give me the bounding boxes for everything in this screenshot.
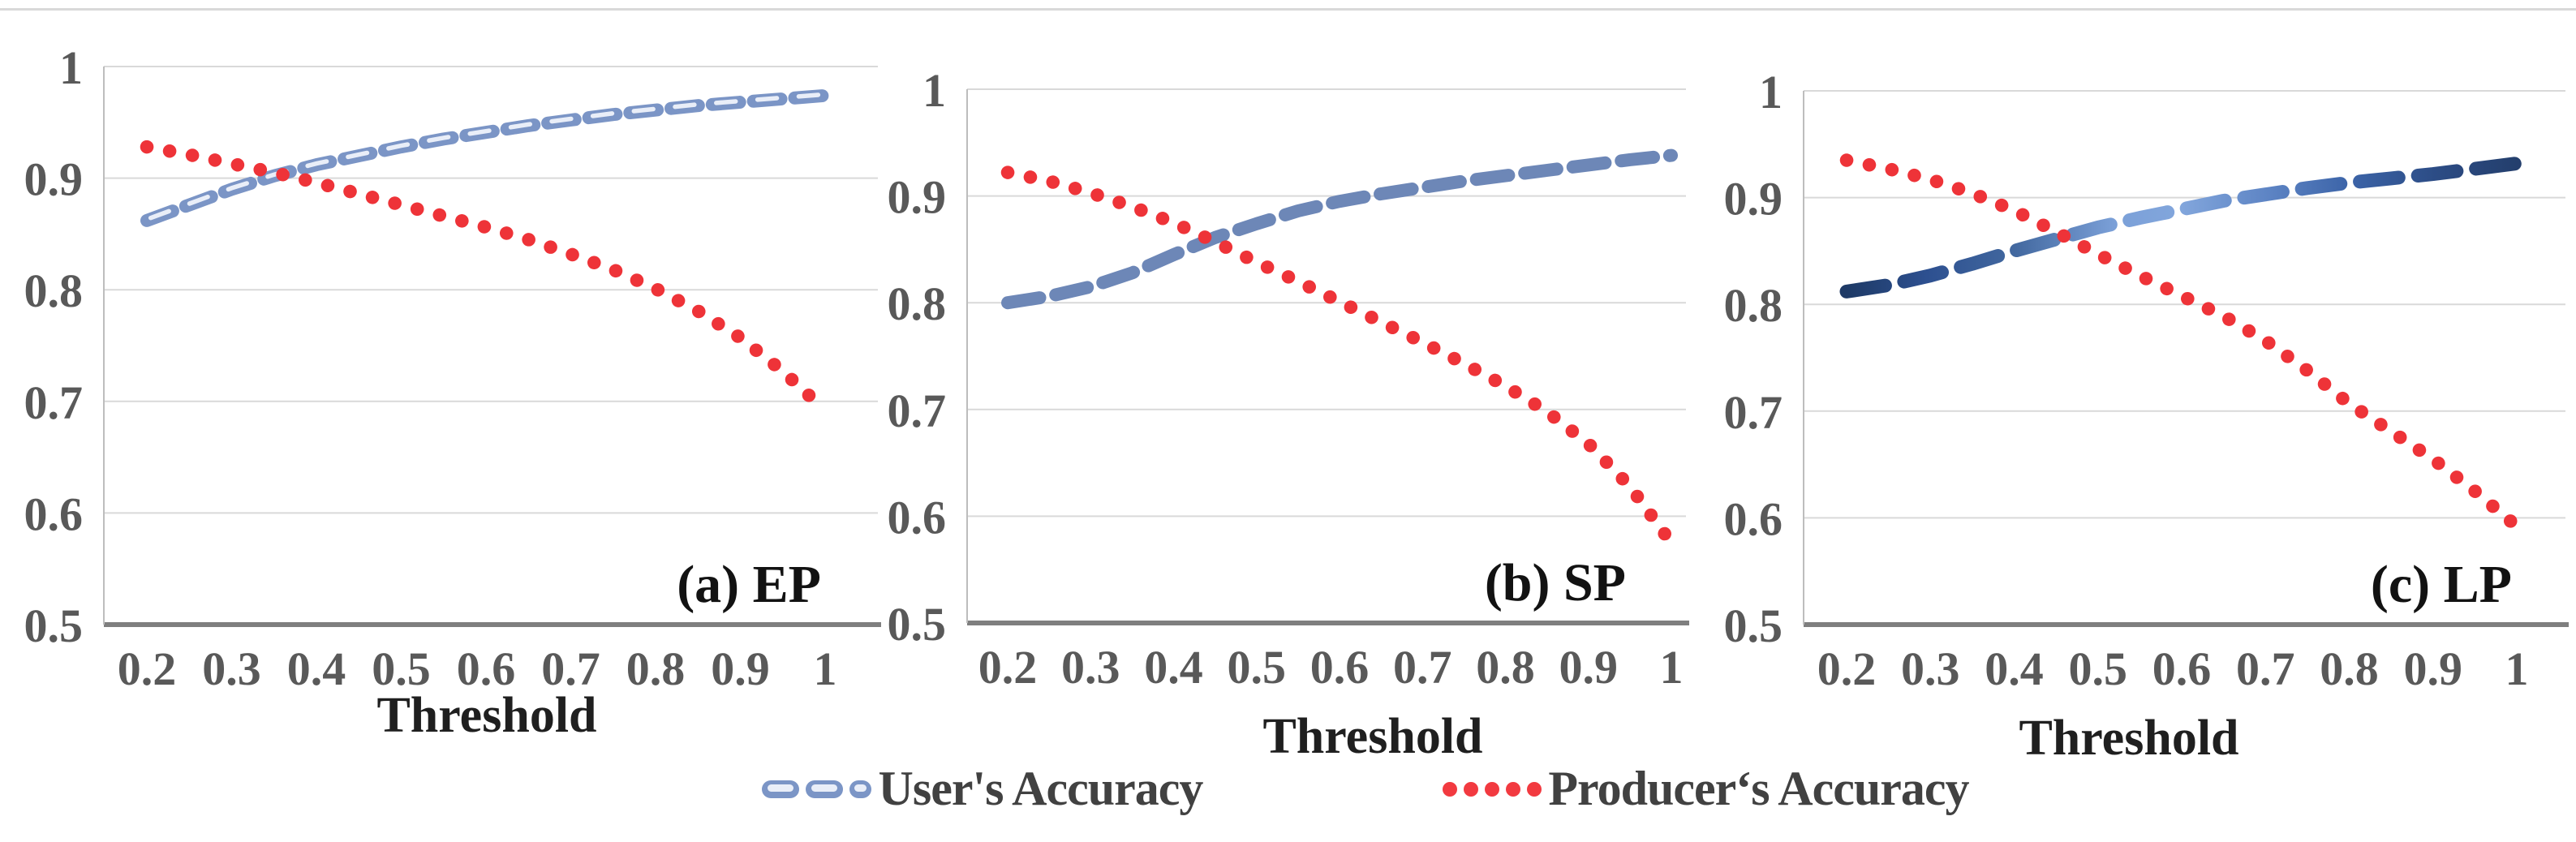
top-separator-line [0, 8, 2576, 11]
x-tick-label: 0.7 [1393, 641, 1452, 694]
x-tick-label: 0.4 [1985, 642, 2044, 695]
x-axis-title: Threshold [1262, 709, 1482, 764]
panel-title: (c) LP [2371, 555, 2512, 614]
x-tick-label: 1 [1660, 641, 1684, 694]
y-tick-label: 0.6 [24, 488, 84, 540]
users-accuracy-dash-icon [761, 780, 871, 798]
legend-item-users-accuracy: User's Accuracy [761, 761, 1204, 817]
users-accuracy-line [1001, 148, 1678, 310]
chart-panel-sp: 1 0.9 0.8 0.7 0.6 0.5 0.2 0.3 0.4 0.5 0.6 0.7 0.8 0.9… [888, 64, 1689, 764]
x-tick-label: 1 [814, 642, 837, 695]
producers-accuracy-line [140, 140, 832, 418]
x-tick-label: 0.7 [2236, 642, 2295, 695]
y-tick-label: 0.5 [24, 599, 84, 652]
chart-panel-ep: 1 0.9 0.8 0.7 0.6 0.5 0.2 0.3 0.4 0.5 0.6 0.7 0.8 0.9… [24, 41, 881, 743]
x-tick-label: 0.2 [1817, 642, 1877, 695]
y-tick-label: 0.9 [888, 171, 947, 224]
producers-accuracy-line [1839, 153, 2524, 534]
users-accuracy-line [1839, 157, 2524, 299]
x-tick-label: 0.4 [287, 642, 346, 695]
users-accuracy-line [140, 88, 832, 227]
y-tick-label: 0.8 [24, 264, 84, 317]
x-tick-label: 0.2 [978, 641, 1038, 694]
x-tick-label: 0.3 [1061, 641, 1120, 694]
x-tick-label: 0.4 [1144, 641, 1203, 694]
users-accuracy-line-highlight [144, 92, 828, 222]
x-tick-label: 0.7 [541, 642, 600, 695]
producers-accuracy-dots-icon [1443, 781, 1542, 797]
panel-title: (a) EP [677, 555, 821, 614]
x-tick-label: 0.5 [372, 642, 431, 695]
y-tick-label: 1 [59, 41, 83, 94]
x-tick-label: 0.6 [2152, 642, 2212, 695]
legend: User's Accuracy Producer‘s Accuracy [77, 761, 2576, 817]
y-tick-label: 0.8 [888, 277, 947, 330]
y-tick-label: 0.6 [888, 491, 947, 543]
legend-label-users-accuracy: User's Accuracy [878, 762, 1204, 815]
y-tick-label: 0.6 [1724, 492, 1783, 545]
y-tick-label: 0.8 [1724, 279, 1783, 332]
x-tick-label: 0.9 [1559, 641, 1619, 694]
x-tick-label: 0.8 [2320, 642, 2379, 695]
y-tick-label: 0.7 [24, 376, 84, 429]
legend-item-producers-accuracy: Producer‘s Accuracy [1443, 761, 1969, 817]
chart-panel-lp: 1 0.9 0.8 0.7 0.6 0.5 0.2 0.3 0.4 0.5 0.6 0.7 0.8 0.9… [1724, 66, 2569, 766]
legend-label-producers-accuracy: Producer‘s Accuracy [1548, 762, 1969, 815]
x-tick-label: 0.5 [1228, 641, 1287, 694]
producers-accuracy-line [1000, 165, 1679, 550]
y-tick-label: 0.5 [1724, 599, 1783, 652]
x-axis-title: Threshold [376, 688, 596, 743]
y-tick-label: 0.9 [1724, 173, 1783, 226]
panel-title: (b) SP [1485, 553, 1626, 612]
x-tick-label: 0.5 [2069, 642, 2128, 695]
x-tick-label: 0.9 [711, 642, 770, 695]
y-tick-label: 0.9 [24, 153, 84, 206]
y-tick-label: 0.7 [888, 384, 947, 437]
y-tick-label: 1 [922, 64, 946, 117]
x-tick-label: 0.2 [118, 642, 177, 695]
x-tick-label: 0.3 [202, 642, 261, 695]
x-tick-label: 0.3 [1901, 642, 1960, 695]
y-tick-label: 0.5 [888, 598, 947, 651]
x-tick-label: 1 [2505, 642, 2529, 695]
x-tick-label: 0.6 [457, 642, 516, 695]
x-axis-title: Threshold [2019, 711, 2238, 766]
x-tick-label: 0.6 [1310, 641, 1370, 694]
y-tick-label: 1 [1759, 66, 1783, 118]
x-tick-label: 0.8 [626, 642, 686, 695]
x-tick-label: 0.9 [2404, 642, 2463, 695]
y-tick-label: 0.7 [1724, 386, 1783, 439]
x-tick-label: 0.8 [1476, 641, 1535, 694]
